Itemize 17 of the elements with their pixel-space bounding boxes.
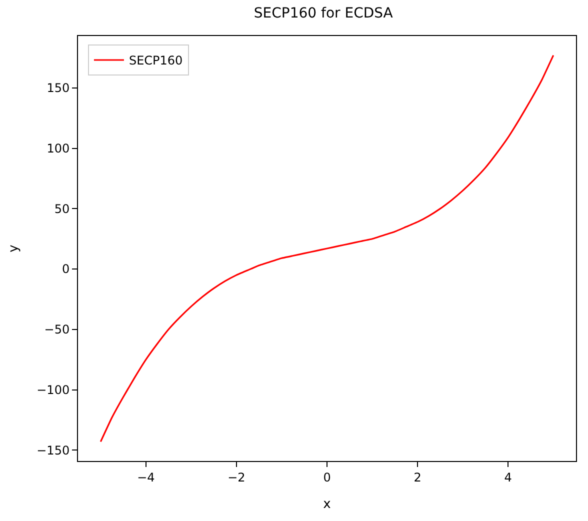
x-tick-label: 2 — [414, 470, 422, 484]
y-tick-label: 150 — [46, 81, 70, 96]
x-tick-label: −2 — [228, 470, 246, 484]
legend-label: SECP160 — [128, 54, 183, 68]
line-series — [100, 54, 554, 442]
x-tick-label: −4 — [137, 470, 155, 484]
x-axis-title: x — [323, 497, 332, 512]
y-axis-title: y — [6, 244, 22, 252]
y-tick-label: 50 — [54, 202, 70, 216]
y-tick-label: −150 — [36, 443, 70, 458]
y-tick-label: −50 — [44, 322, 70, 337]
x-tick-label: 4 — [504, 470, 512, 484]
y-tick-label: 100 — [46, 141, 70, 156]
y-tick-label: −100 — [36, 382, 70, 397]
x-tick-label: 0 — [323, 470, 331, 484]
y-tick-label: 0 — [62, 262, 70, 276]
chart-title: SECP160 for ECDSA — [254, 6, 394, 22]
